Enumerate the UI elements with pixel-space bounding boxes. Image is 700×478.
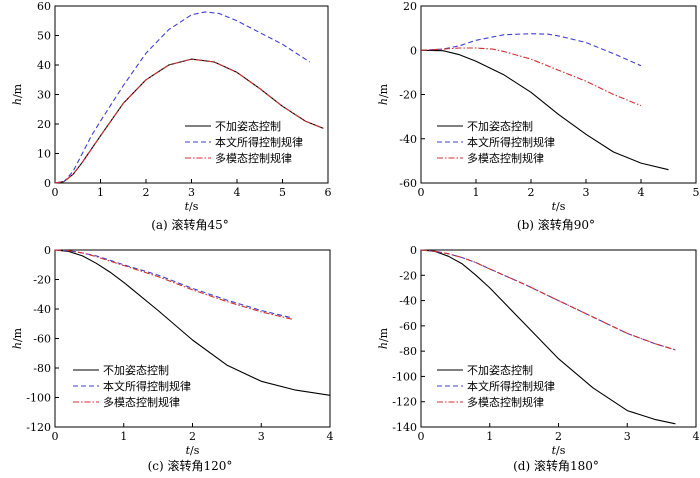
x-tick-label: 1	[97, 186, 104, 199]
x-tick-label: 3	[188, 186, 195, 199]
legend-label: 本文所得控制规律	[103, 379, 191, 393]
x-tick-label: 5	[693, 186, 700, 199]
x-tick-label: 1	[120, 430, 127, 443]
x-tick-label: 2	[528, 186, 535, 199]
x-tick-label: 4	[638, 186, 645, 199]
x-tick-label: 2	[189, 430, 196, 443]
y-axis-label: h/m	[377, 327, 390, 349]
y-axis-label: h/m	[11, 83, 24, 105]
legend-label: 本文所得控制规律	[467, 135, 555, 149]
panel-caption: (d) 滚转角180°	[513, 458, 599, 473]
x-tick-label: 1	[473, 186, 480, 199]
x-tick-label: 4	[327, 430, 334, 443]
y-tick-label: -20	[399, 269, 417, 282]
y-tick-label: 0	[44, 244, 51, 257]
series-line	[420, 49, 669, 171]
y-tick-label: 50	[37, 30, 51, 43]
y-tick-label: 10	[37, 148, 51, 161]
legend-label: 多模态控制规律	[467, 395, 544, 409]
series-line	[54, 249, 331, 396]
x-tick-label: 0	[52, 186, 59, 199]
panel-caption: (b) 滚转角90°	[517, 217, 595, 232]
y-tick-label: 0	[44, 177, 51, 190]
y-tick-label: -140	[392, 421, 417, 434]
y-tick-label: 60	[37, 0, 51, 13]
x-tick-label: 3	[624, 430, 631, 443]
y-tick-label: -40	[33, 303, 51, 316]
y-tick-label: -120	[392, 396, 417, 409]
y-tick-label: 20	[37, 118, 51, 131]
y-tick-label: -40	[399, 295, 417, 308]
legend-label: 本文所得控制规律	[215, 135, 303, 149]
chart-panel-c: 0 1 2 3 4 -120 -100 -80 -60 -40 -20 0 不加姿态控制本文所得控制规…	[11, 244, 334, 473]
x-tick-label: 3	[258, 430, 265, 443]
panel-caption: (c) 滚转角120°	[148, 458, 233, 473]
y-tick-label: -20	[399, 89, 417, 102]
x-tick-label: 6	[325, 186, 332, 199]
series-line	[420, 249, 676, 351]
y-tick-label: -60	[33, 333, 51, 346]
y-axis-label: h/m	[11, 327, 24, 349]
legend-label: 不加姿态控制	[467, 363, 533, 377]
y-tick-label: -60	[399, 177, 417, 190]
x-axis-label: t/s	[552, 444, 566, 457]
y-tick-label: -60	[399, 320, 417, 333]
series-line	[420, 33, 642, 67]
chart-panel-b: 0 1 2 3 4 5 -60 -40 -20 0 20 不加姿态控制本文所得控制规律多模态控制规律…	[377, 0, 700, 232]
x-axis-label: t/s	[552, 200, 566, 213]
y-tick-label: -80	[399, 345, 417, 358]
legend-label: 多模态控制规律	[467, 151, 544, 165]
y-axis-label: h/m	[377, 83, 390, 105]
series-line	[54, 11, 311, 184]
x-tick-label: 4	[693, 430, 700, 443]
legend-label: 不加姿态控制	[467, 119, 533, 133]
y-tick-label: 30	[37, 89, 51, 102]
x-tick-label: 2	[143, 186, 150, 199]
y-tick-label: 0	[410, 244, 417, 257]
x-tick-label: 0	[418, 186, 425, 199]
y-tick-label: -40	[399, 133, 417, 146]
legend-label: 不加姿态控制	[215, 119, 281, 133]
y-tick-label: -20	[33, 274, 51, 287]
y-tick-label: 0	[410, 44, 417, 57]
x-axis-label: t/s	[186, 444, 200, 457]
legend-label: 本文所得控制规律	[467, 379, 555, 393]
x-tick-label: 3	[583, 186, 590, 199]
series-line	[420, 249, 676, 351]
legend-label: 不加姿态控制	[103, 363, 169, 377]
y-tick-label: -100	[392, 370, 417, 383]
y-tick-label: -100	[26, 392, 51, 405]
x-tick-label: 2	[555, 430, 562, 443]
x-tick-label: 5	[279, 186, 286, 199]
x-tick-label: 1	[486, 430, 493, 443]
series-line	[420, 249, 676, 425]
plot-frame	[420, 5, 697, 184]
x-tick-label: 0	[52, 430, 59, 443]
y-tick-label: -120	[26, 421, 51, 434]
series-line	[54, 58, 324, 184]
panel-caption: (a) 滚转角45°	[151, 217, 229, 232]
legend-label: 多模态控制规律	[215, 151, 292, 165]
legend-label: 多模态控制规律	[103, 395, 180, 409]
plot-frame	[54, 249, 331, 428]
y-tick-label: -80	[33, 362, 51, 375]
series-line	[54, 249, 293, 320]
x-tick-label: 4	[234, 186, 241, 199]
plot-frame	[420, 249, 697, 428]
x-axis-label: t/s	[185, 200, 199, 213]
y-tick-label: 40	[37, 59, 51, 72]
series-line	[420, 47, 642, 107]
chart-panel-d: 0 1 2 3 4 -140 -120 -100 -80 -60 -40 -20 0 不加姿态控制本文所…	[377, 244, 700, 473]
y-tick-label: 20	[403, 0, 417, 13]
x-tick-label: 0	[418, 430, 425, 443]
